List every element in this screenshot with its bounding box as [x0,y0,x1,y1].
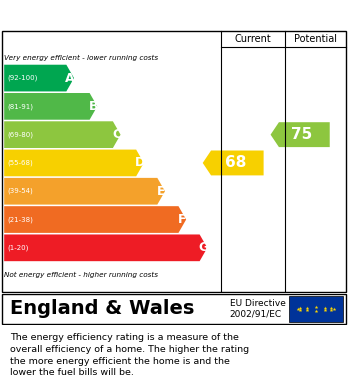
Polygon shape [203,151,264,176]
Text: The energy efficiency rating is a measure of the
overall efficiency of a home. T: The energy efficiency rating is a measur… [10,333,250,377]
Polygon shape [4,93,97,120]
Text: C: C [112,128,121,141]
Polygon shape [4,121,120,148]
Text: E: E [157,185,165,198]
Text: EU Directive
2002/91/EC: EU Directive 2002/91/EC [230,299,286,319]
Polygon shape [4,150,144,176]
Text: (1-20): (1-20) [8,244,29,251]
Polygon shape [4,178,165,204]
Polygon shape [4,235,207,261]
Text: A: A [65,72,75,84]
Text: (39-54): (39-54) [8,188,33,194]
Text: (69-80): (69-80) [8,131,34,138]
Text: Energy Efficiency Rating: Energy Efficiency Rating [10,7,220,23]
Text: 68: 68 [225,156,246,170]
Text: (21-38): (21-38) [8,216,33,223]
Text: G: G [198,241,208,254]
Polygon shape [4,206,186,233]
Bar [289,296,343,323]
Text: Potential: Potential [294,34,337,44]
Text: (92-100): (92-100) [8,75,38,81]
Text: Current: Current [235,34,271,44]
Polygon shape [4,65,74,91]
Text: Not energy efficient - higher running costs: Not energy efficient - higher running co… [4,272,158,278]
Text: 75: 75 [291,127,313,142]
Text: (55-68): (55-68) [8,160,33,166]
Text: England & Wales: England & Wales [10,300,195,319]
Text: B: B [89,100,98,113]
Text: F: F [178,213,187,226]
Text: (81-91): (81-91) [8,103,34,109]
Text: Very energy efficient - lower running costs: Very energy efficient - lower running co… [4,55,158,61]
Text: D: D [135,156,145,169]
Polygon shape [271,122,330,147]
